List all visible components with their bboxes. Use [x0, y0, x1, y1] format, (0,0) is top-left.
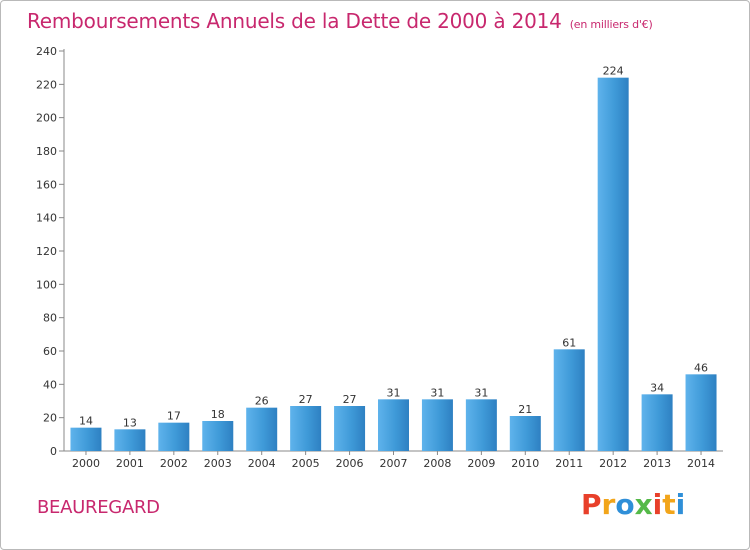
bar-2013	[641, 394, 673, 451]
y-tick-label: 120	[36, 245, 57, 258]
logo-letter: t	[662, 488, 676, 521]
x-tick-label: 2006	[336, 457, 364, 470]
bar-2004	[246, 407, 278, 451]
bar-2009	[465, 399, 497, 451]
chart-bars	[70, 77, 717, 452]
data-label-2009: 31	[474, 386, 488, 399]
y-tick-label: 200	[36, 112, 57, 125]
logo-letter: i	[675, 488, 686, 521]
bar-2002	[158, 422, 190, 451]
bar-2001	[114, 429, 146, 451]
bar-2012	[597, 77, 629, 452]
x-tick-label: 2008	[423, 457, 451, 470]
x-tick-label: 2003	[204, 457, 232, 470]
chart-subtitle: (en milliers d'€)	[569, 18, 653, 31]
x-tick-label: 2011	[555, 457, 583, 470]
commune-name: BEAUREGARD	[37, 497, 160, 518]
data-label-2010: 21	[518, 403, 532, 416]
bar-2000	[70, 427, 102, 451]
bar-2011	[553, 349, 585, 451]
bar-2007	[378, 399, 409, 451]
data-label-2013: 34	[650, 381, 664, 394]
y-tick-label: 160	[36, 178, 57, 191]
chart-title-text: Remboursements Annuels de la Dette de 20…	[27, 9, 562, 33]
x-tick-label: 2001	[116, 457, 144, 470]
data-label-2008: 31	[430, 386, 444, 399]
data-label-2007: 31	[387, 386, 401, 399]
x-tick-label: 2004	[248, 457, 276, 470]
logo-letter: o	[615, 488, 635, 521]
bar-2003	[202, 421, 234, 451]
logo-letter: i	[652, 488, 663, 521]
bar-2005	[290, 406, 322, 451]
data-label-2014: 46	[694, 361, 708, 374]
data-label-2003: 18	[211, 408, 225, 421]
bar-2008	[421, 399, 453, 451]
y-tick-label: 240	[36, 45, 57, 58]
y-tick-label: 220	[36, 78, 57, 91]
x-tick-label: 2009	[467, 457, 495, 470]
logo-letter: x	[634, 488, 653, 521]
x-tick-label: 2012	[599, 457, 627, 470]
data-label-2001: 13	[123, 416, 137, 429]
data-label-2006: 27	[343, 393, 357, 406]
chart-labels: 2000 14 2001 13 2002 17 2003 18 2004 26 2005 27 2006…	[72, 65, 715, 470]
y-tick-label: 80	[43, 312, 57, 325]
x-tick-label: 2010	[511, 457, 539, 470]
x-tick-label: 2014	[687, 457, 715, 470]
data-label-2000: 14	[79, 415, 93, 428]
logo-letter: P	[581, 488, 602, 521]
bar-2006	[334, 406, 366, 451]
x-tick-label: 2007	[380, 457, 408, 470]
y-tick-label: 140	[36, 212, 57, 225]
y-tick-label: 20	[43, 412, 57, 425]
data-label-2005: 27	[299, 393, 313, 406]
bar-2010	[509, 416, 541, 451]
logo-letter: r	[601, 488, 616, 521]
proxiti-logo: Proxiti	[581, 488, 685, 521]
x-tick-label: 2000	[72, 457, 100, 470]
y-tick-label: 60	[43, 345, 57, 358]
y-tick-label: 40	[43, 378, 57, 391]
data-label-2011: 61	[562, 336, 576, 349]
bar-2014	[685, 374, 717, 451]
x-tick-label: 2005	[292, 457, 320, 470]
chart-title: Remboursements Annuels de la Dette de 20…	[27, 9, 653, 33]
x-tick-label: 2002	[160, 457, 188, 470]
y-tick-label: 100	[36, 278, 57, 291]
data-label-2012: 224	[603, 65, 624, 78]
y-tick-label: 0	[50, 445, 57, 458]
data-label-2004: 26	[255, 395, 269, 408]
x-tick-label: 2013	[643, 457, 671, 470]
y-tick-label: 180	[36, 145, 57, 158]
data-label-2002: 17	[167, 410, 181, 423]
